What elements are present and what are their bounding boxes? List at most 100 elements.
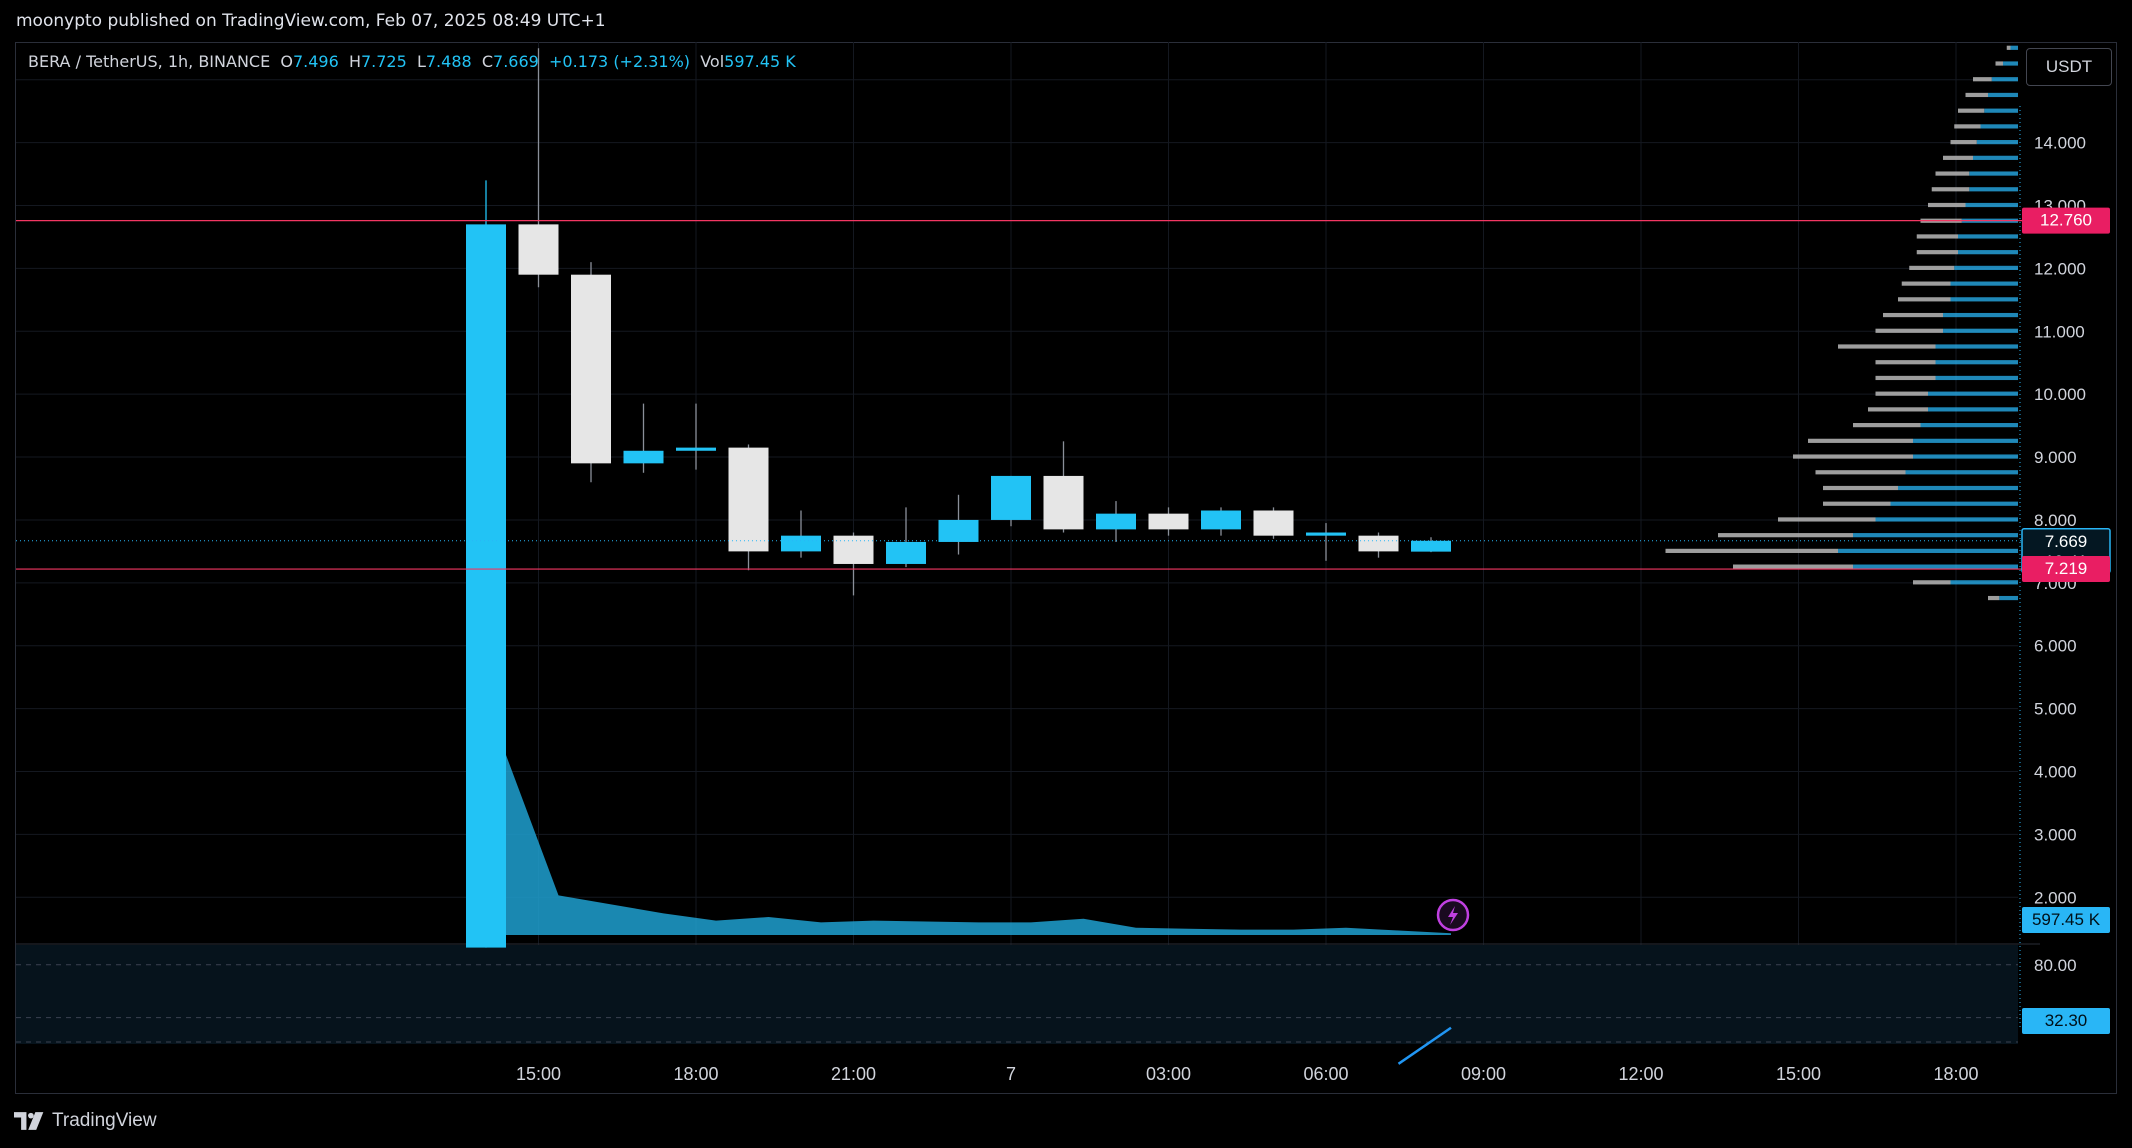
volume-profile-row-up (1913, 454, 2018, 459)
currency-button[interactable]: USDT (2026, 48, 2112, 86)
candle-body (571, 274, 611, 464)
legend-close-value: 7.669 (493, 52, 539, 71)
volume-profile-row-down (1838, 344, 1936, 349)
y-tick-label: 8.000 (2034, 511, 2077, 530)
volume-profile-row-up (1943, 328, 2018, 333)
footer-brand[interactable]: TradingView (14, 1108, 157, 1134)
candle-body (1253, 510, 1294, 536)
rsi-tick-label: 80.00 (2034, 956, 2077, 975)
volume-profile-row-up (1988, 92, 2018, 98)
volume-profile-row-up (1958, 250, 2018, 255)
volume-profile-row-down (2006, 45, 2011, 50)
volume-profile-row-down (1931, 187, 1970, 192)
volume-profile-row-up (1928, 407, 2018, 412)
legend-high-value: 7.725 (360, 52, 407, 71)
volume-profile-row-down (1868, 407, 1928, 412)
volume-profile-row-down (1718, 533, 1853, 538)
x-tick-label: 06:00 (1303, 1064, 1348, 1084)
candle-body (991, 475, 1031, 520)
volume-profile-row-up (2010, 45, 2018, 50)
legend-open-value: 7.496 (292, 52, 339, 71)
volume-profile-row-down (1815, 470, 1906, 475)
y-tick-label: 4.000 (2034, 762, 2077, 781)
legend-low-value: 7.488 (425, 52, 472, 71)
volume-profile-row-down (1823, 485, 1898, 491)
volume-profile-row-up (1943, 312, 2018, 318)
volume-profile-row-up (1965, 202, 2018, 208)
volume-profile-row-up (1950, 297, 2018, 302)
volume-profile-row-up (1958, 234, 2018, 239)
volume-profile-row-down (1778, 517, 1876, 522)
volume-profile-row-up (1905, 470, 2018, 475)
volume-profile-row-down (1954, 124, 1981, 129)
candle-body (833, 535, 874, 564)
volume-profile-row-down (1883, 312, 1943, 318)
y-tick-label: 6.000 (2034, 637, 2077, 656)
footer-brand-text: TradingView (52, 1110, 157, 1131)
candle-body (676, 447, 716, 451)
volume-profile-row-up (1935, 360, 2018, 365)
candle-body (781, 535, 821, 552)
volume-profile-row-down (1916, 250, 1958, 255)
volume-profile-row-down (1916, 234, 1958, 239)
level-badge-lower (2022, 556, 2110, 583)
candle-body (1148, 513, 1189, 530)
legend-vol-value: 597.45 K (724, 52, 796, 71)
tradingview-logo-icon (14, 1112, 44, 1130)
volume-profile-row-down (1928, 202, 1966, 208)
volume-profile-row-up (2003, 61, 2018, 66)
volume-badge-text: 597.45 K (2032, 910, 2101, 929)
candle-body (1201, 510, 1241, 530)
volume-profile-row-down (1898, 297, 1951, 302)
x-tick-label: 7 (1006, 1064, 1016, 1084)
volume-profile-row-down (1793, 454, 1913, 459)
volume-profile-row-down (1875, 391, 1928, 396)
volume-profile-row-down (1973, 77, 1992, 82)
volume-profile-row-up (1954, 265, 2018, 270)
volume-profile-row-up (1875, 517, 2018, 522)
candle-body (518, 224, 559, 275)
published-text: moonypto published on TradingView.com, F… (16, 11, 606, 31)
volume-profile-row-down (1665, 548, 1838, 553)
lightning-bolt-icon (1448, 906, 1458, 925)
volume-badge (2022, 907, 2110, 933)
volume-profile-row-up (1980, 124, 2018, 129)
x-tick-label: 18:00 (673, 1064, 718, 1084)
volume-profile-row-down (1965, 92, 1988, 98)
volume-profile-row-up (1838, 548, 2018, 553)
x-tick-label: 12:00 (1618, 1064, 1663, 1084)
y-tick-label: 5.000 (2034, 700, 2077, 719)
candle-body (1411, 540, 1451, 552)
x-tick-label: 15:00 (1776, 1064, 1821, 1084)
volume-profile-row-down (1995, 61, 2003, 66)
rsi-value-badge (2022, 1008, 2110, 1034)
legend-symbol[interactable]: BERA / TetherUS, 1h, BINANCE (28, 52, 271, 71)
candle-body (466, 224, 506, 948)
volume-profile-row-down (1808, 438, 1913, 443)
level-badge-lower-text: 7.219 (2045, 559, 2088, 578)
volume-profile-row-down (1875, 328, 1943, 333)
volume-profile-row-up (1950, 281, 2018, 286)
volume-profile-row-down (1950, 140, 1977, 145)
volume-profile-row-up (1973, 155, 2018, 160)
volume-profile-row-down (1733, 564, 1853, 569)
volume-profile-row-up (1950, 580, 2018, 585)
volume-profile-row-down (1875, 360, 1936, 365)
y-tick-label: 14.000 (2034, 134, 2086, 153)
legend-open-label: O (280, 52, 293, 71)
candle-body (728, 447, 769, 552)
volume-area (506, 755, 1451, 935)
rsi-line (1397, 1026, 1452, 1065)
volume-profile-row-up (1991, 77, 2018, 82)
volume-profile-row-up (1969, 187, 2018, 192)
rsi-value-badge-text: 32.30 (2045, 1011, 2088, 1030)
y-tick-label: 12.000 (2034, 259, 2086, 278)
volume-profile-row-up (1853, 533, 2018, 538)
volume-profile-row-down (1988, 595, 2000, 601)
candle-body (1306, 532, 1346, 536)
volume-profile-row-down (1901, 281, 1951, 286)
volume-profile-row-up (1920, 423, 2018, 428)
level-badge-upper (2022, 207, 2110, 234)
legend-high-label: H (348, 52, 361, 71)
